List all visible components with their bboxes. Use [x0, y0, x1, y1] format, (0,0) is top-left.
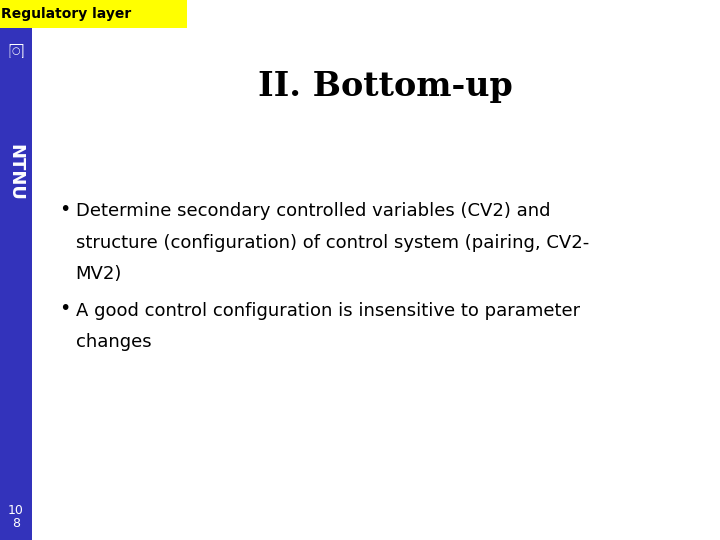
Text: NTNU: NTNU [6, 144, 24, 201]
Text: ■: ■ [9, 44, 23, 59]
Text: •: • [59, 299, 71, 318]
Text: ○: ○ [12, 46, 20, 56]
Bar [0, 0, 32, 540]
Text: •: • [59, 200, 71, 219]
Text: structure (configuration) of control system (pairing, CV2-: structure (configuration) of control sys… [76, 234, 589, 252]
Bar [0, 0, 187, 28]
Text: MV2): MV2) [76, 265, 122, 283]
Text: Regulatory layer: Regulatory layer [1, 7, 132, 21]
Text: A good control configuration is insensitive to parameter: A good control configuration is insensit… [76, 302, 580, 320]
Text: changes: changes [76, 333, 151, 351]
Text: 10: 10 [8, 504, 24, 517]
Text: □: □ [7, 42, 24, 60]
Text: 8: 8 [12, 517, 20, 530]
Text: II. Bottom-up: II. Bottom-up [258, 70, 513, 103]
Text: Determine secondary controlled variables (CV2) and: Determine secondary controlled variables… [76, 202, 550, 220]
